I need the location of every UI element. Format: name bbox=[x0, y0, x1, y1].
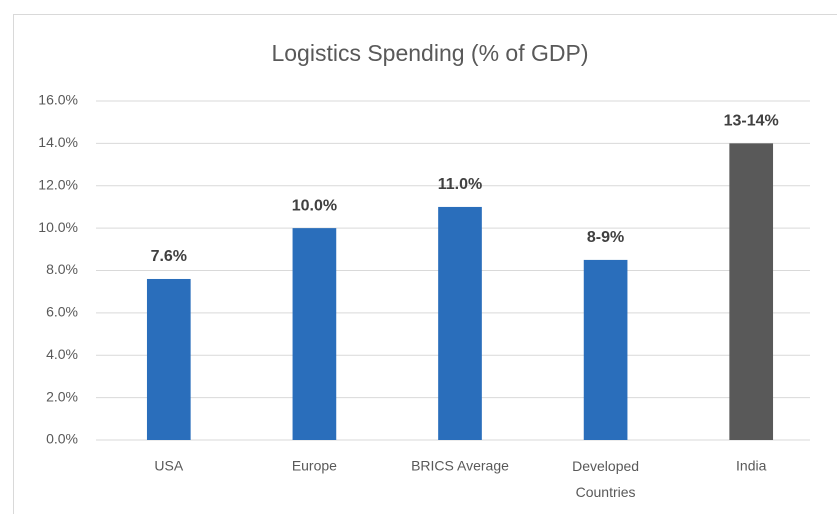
y-tick-label: 4.0% bbox=[46, 346, 78, 362]
bar bbox=[583, 259, 628, 440]
data-label: 7.6% bbox=[151, 248, 187, 265]
bar bbox=[292, 228, 337, 440]
y-tick-label: 12.0% bbox=[38, 176, 78, 192]
x-tick-label: Developed Countries bbox=[572, 458, 639, 500]
y-tick-label: 0.0% bbox=[46, 431, 78, 447]
bar bbox=[729, 143, 774, 440]
bar bbox=[438, 206, 482, 440]
y-tick-label: 14.0% bbox=[38, 134, 78, 150]
chart-border bbox=[13, 14, 837, 514]
x-tick-label: Europe bbox=[292, 458, 337, 474]
x-tick-label: BRICS Average bbox=[411, 458, 509, 474]
x-tick-label: India bbox=[736, 458, 767, 474]
x-tick-label: USA bbox=[154, 458, 183, 474]
y-tick-label: 10.0% bbox=[38, 219, 78, 235]
y-tick-label: 6.0% bbox=[46, 304, 78, 320]
chart-title: Logistics Spending (% of GDP) bbox=[271, 40, 588, 66]
bar bbox=[146, 278, 191, 440]
data-label: 11.0% bbox=[438, 176, 482, 193]
y-tick-label: 16.0% bbox=[38, 92, 78, 108]
data-label: 10.0% bbox=[292, 197, 337, 214]
data-label: 8-9% bbox=[587, 229, 624, 246]
y-tick-label: 2.0% bbox=[46, 388, 78, 404]
y-tick-label: 8.0% bbox=[46, 261, 78, 277]
data-label: 13-14% bbox=[724, 113, 779, 130]
